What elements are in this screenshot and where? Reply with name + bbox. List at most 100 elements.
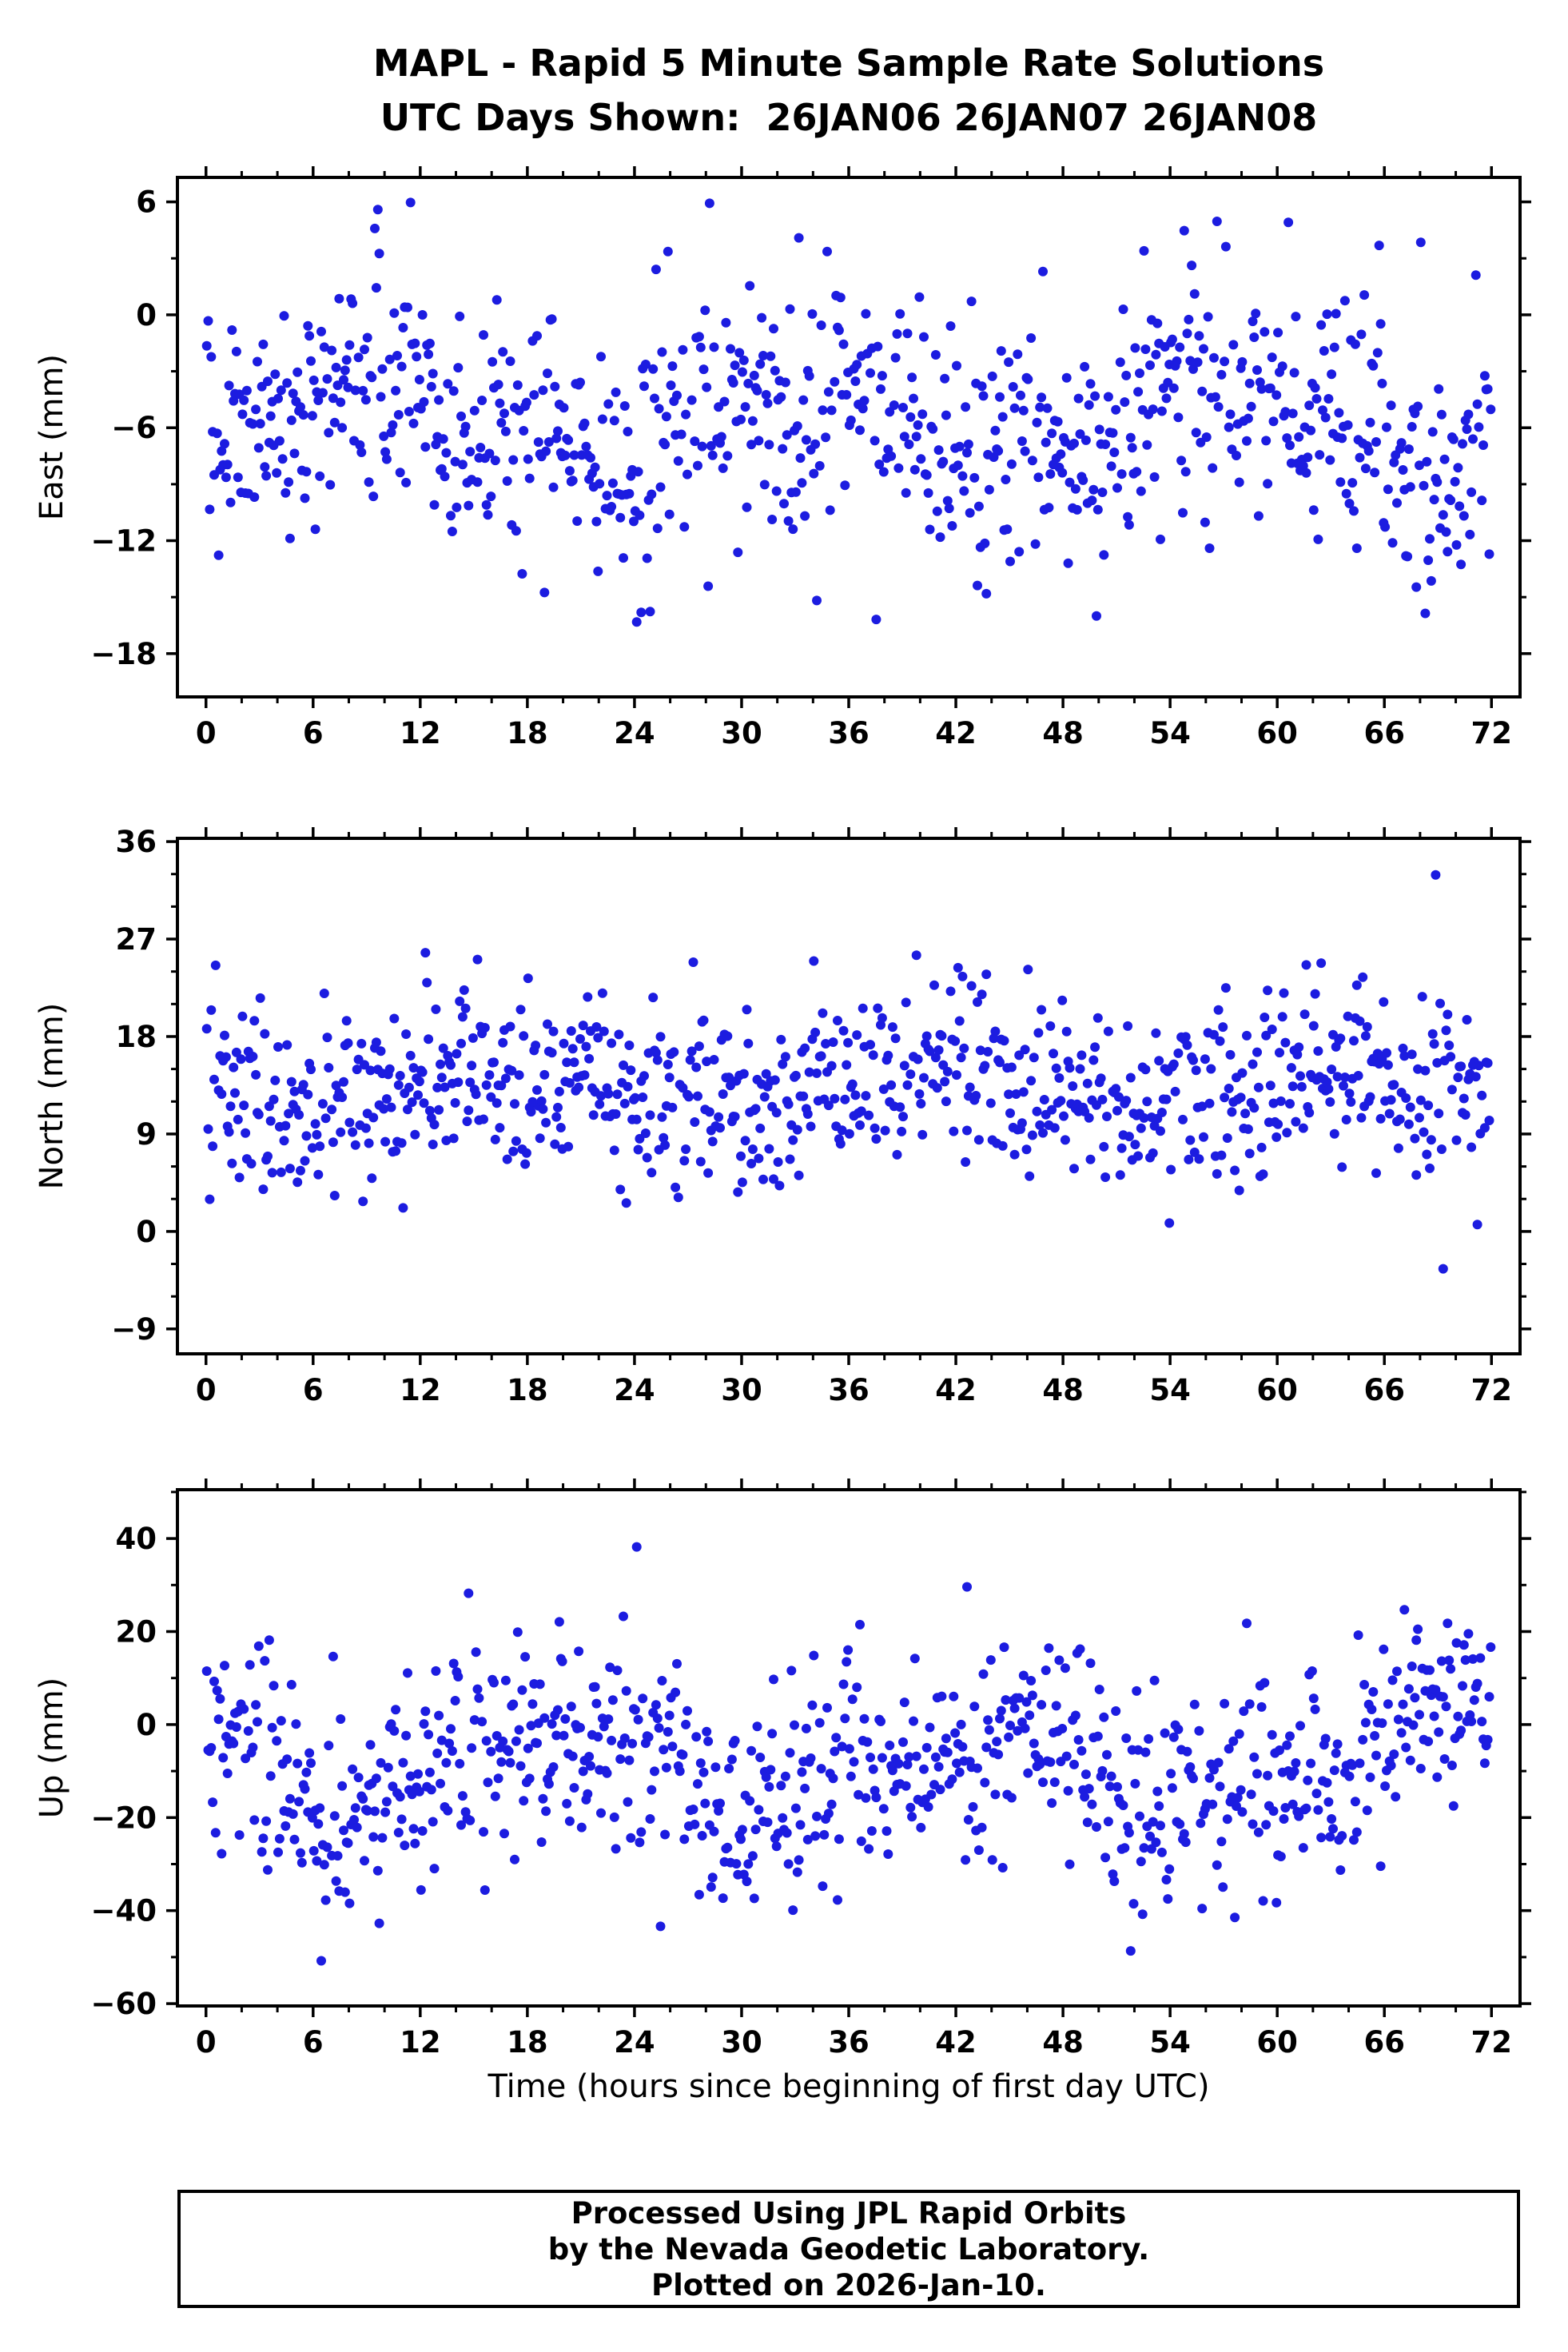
data-point <box>531 1041 541 1051</box>
data-point <box>203 1124 213 1134</box>
data-point <box>790 487 801 497</box>
data-point <box>821 1039 831 1049</box>
data-point <box>911 432 921 442</box>
data-point <box>1479 1123 1490 1133</box>
data-point <box>810 1831 821 1841</box>
data-point <box>1426 575 1436 586</box>
data-point <box>834 325 844 336</box>
x-tick-label: 36 <box>828 716 870 750</box>
data-point <box>1023 1768 1033 1778</box>
data-point <box>660 1829 671 1840</box>
data-point <box>667 1741 678 1752</box>
data-point <box>1118 1801 1128 1810</box>
data-point <box>746 1745 757 1756</box>
data-point <box>800 1783 810 1793</box>
data-point <box>1444 1041 1455 1050</box>
data-point <box>502 476 512 486</box>
data-point <box>1180 1032 1191 1042</box>
data-point <box>350 1803 360 1813</box>
data-point <box>1125 1073 1136 1083</box>
data-point <box>241 385 252 396</box>
data-point <box>1275 1745 1284 1755</box>
data-point <box>975 1045 985 1056</box>
data-point <box>935 1785 945 1795</box>
data-point <box>358 1196 368 1207</box>
data-point <box>1460 1655 1470 1666</box>
data-point <box>759 1092 770 1102</box>
data-point <box>251 1069 261 1080</box>
data-point <box>465 447 476 457</box>
data-point <box>1054 1073 1065 1083</box>
data-point <box>341 355 352 365</box>
data-point <box>1109 448 1120 457</box>
data-point <box>517 1685 527 1695</box>
data-point <box>1258 1896 1268 1906</box>
data-point <box>698 1015 709 1025</box>
data-point <box>1327 1065 1337 1074</box>
data-point <box>1175 342 1185 352</box>
data-point <box>1197 386 1208 396</box>
data-point <box>973 1135 984 1145</box>
data-point <box>348 1764 358 1774</box>
data-point <box>679 522 690 532</box>
data-point <box>222 1769 233 1778</box>
x-tick-label: 60 <box>1256 716 1298 750</box>
data-point <box>1355 1758 1365 1769</box>
data-point <box>771 1108 782 1118</box>
data-point <box>1382 1048 1391 1058</box>
data-point <box>1234 477 1244 488</box>
data-point <box>767 1729 778 1739</box>
data-point <box>1359 290 1370 300</box>
data-point <box>1261 1030 1272 1041</box>
data-point <box>877 1013 887 1023</box>
data-point <box>313 396 324 405</box>
data-point <box>543 1779 554 1789</box>
data-point <box>1285 440 1295 451</box>
data-point <box>1001 475 1011 484</box>
data-point <box>969 1701 980 1712</box>
data-point <box>410 1838 420 1849</box>
data-point <box>417 1067 428 1077</box>
data-point <box>419 396 429 407</box>
data-point <box>564 466 575 476</box>
data-point <box>201 1024 212 1034</box>
data-point <box>532 331 542 341</box>
data-point <box>331 1876 341 1886</box>
data-point <box>543 368 552 379</box>
data-point <box>846 1771 856 1781</box>
data-point <box>1443 1618 1453 1629</box>
data-point <box>798 1091 809 1101</box>
data-point <box>1291 1758 1301 1768</box>
data-point <box>698 1767 709 1777</box>
data-point <box>740 402 750 412</box>
data-point <box>505 1757 515 1768</box>
data-point <box>899 1061 909 1071</box>
data-point <box>495 1123 505 1133</box>
data-point <box>322 1033 332 1043</box>
data-point <box>1308 1021 1319 1031</box>
data-point <box>1458 439 1467 449</box>
data-point <box>477 1717 488 1727</box>
data-point <box>840 1094 850 1104</box>
x-tick-label: 66 <box>1363 2025 1405 2059</box>
data-point <box>1191 1065 1201 1076</box>
data-point <box>360 1060 369 1070</box>
data-point <box>1329 342 1339 352</box>
data-point <box>1484 1692 1494 1702</box>
data-point <box>602 1768 612 1778</box>
data-point <box>635 1837 645 1848</box>
data-point <box>1188 364 1198 374</box>
data-point <box>774 1180 785 1191</box>
data-point <box>627 1738 638 1749</box>
data-point <box>1225 1049 1236 1060</box>
y-tick-label: 36 <box>116 825 157 859</box>
data-point <box>559 1038 569 1049</box>
data-point <box>1130 1778 1140 1789</box>
x-tick-label: 12 <box>400 1373 441 1407</box>
data-point <box>457 1791 468 1801</box>
data-point <box>222 460 233 470</box>
data-point <box>1148 404 1158 415</box>
data-point <box>1301 468 1311 478</box>
data-point <box>320 1895 331 1905</box>
data-point <box>1280 407 1291 417</box>
